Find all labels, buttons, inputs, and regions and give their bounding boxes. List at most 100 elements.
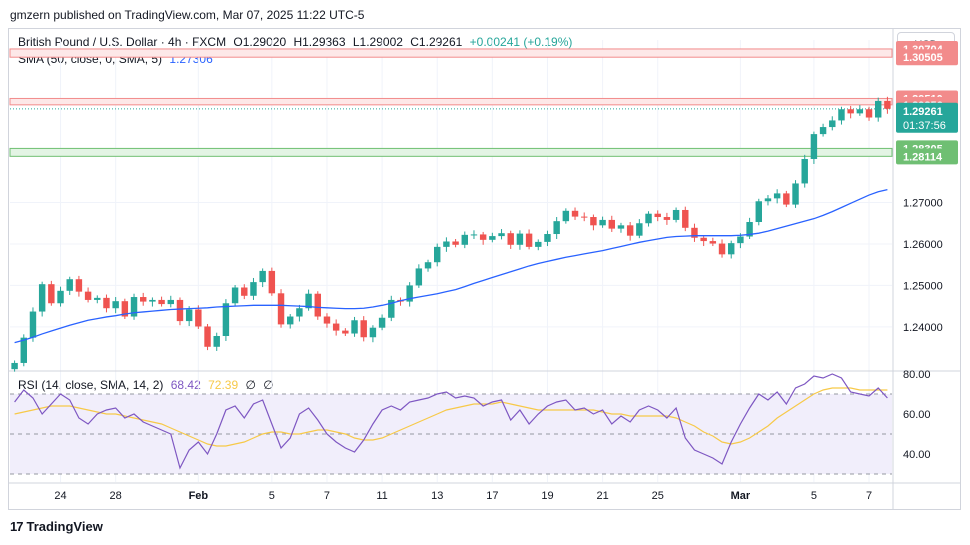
candle-body (250, 282, 257, 296)
candle-body (231, 287, 239, 304)
candle-body (489, 236, 496, 240)
rsi-panel (10, 373, 892, 475)
candle-body (185, 309, 193, 322)
rsi-tick-label: 60.00 (903, 409, 931, 421)
candle-body (94, 297, 101, 300)
resistance-zone-upper (9, 48, 893, 58)
candle-body (626, 225, 634, 236)
ohlc-low: L1.29002 (352, 35, 403, 49)
rsi-extra-2: ∅ (263, 378, 274, 392)
price-tick-label: 1.25000 (903, 280, 943, 292)
candle-body (516, 233, 524, 245)
time-tick-label: 21 (596, 490, 608, 502)
candle-body (599, 219, 606, 226)
price-label-text: 1.28114 (903, 151, 943, 163)
tv-logo-icon: 17 (10, 519, 24, 534)
candle-body (783, 193, 790, 205)
time-tick-label: 17 (486, 490, 498, 502)
publisher-line: gmzern published on TradingView.com, Mar… (10, 8, 365, 22)
candle-body (461, 234, 468, 245)
rsi-value: 68.42 (170, 378, 201, 392)
ohlc-open: O1.29020 (233, 35, 287, 49)
candle-body (204, 326, 211, 347)
candle-body (709, 241, 717, 244)
countdown-label: 01:37:56 (903, 120, 946, 132)
candle-body (590, 217, 597, 226)
key-levels (9, 48, 893, 157)
price-tick-label: 1.24000 (903, 322, 943, 334)
candle-body (213, 336, 220, 347)
rsi-tick-label: 80.00 (903, 369, 931, 381)
support-zone (9, 147, 893, 157)
candle-body (48, 284, 55, 304)
candle-body (241, 287, 248, 296)
time-axis: 24 28 Feb 5 7 11 13 17 19 21 25 Mar 5 7 (54, 490, 872, 502)
price-label-box (896, 49, 958, 66)
candle-body (415, 268, 423, 286)
time-tick-label: 13 (431, 490, 443, 502)
candle-body (856, 109, 864, 114)
resistance-zone-lower (9, 97, 893, 106)
candle-body (728, 243, 735, 255)
candle-body (29, 311, 37, 338)
candle-body (792, 183, 799, 205)
rsi-sma-line (14, 387, 888, 447)
candle-body (149, 299, 156, 302)
candle-body (746, 221, 753, 237)
candle-body (810, 134, 818, 159)
time-tick-label: Mar (731, 490, 751, 502)
candle-body (737, 236, 744, 244)
candle-body (443, 241, 450, 247)
candle-body (195, 309, 202, 327)
candle-body (829, 120, 836, 128)
time-tick-label: Feb (189, 490, 209, 502)
candle-body (718, 243, 726, 255)
price-label-box (896, 102, 958, 133)
symbol-legend: British Pound / U.S. Dollar · 4h · FXCM … (18, 35, 576, 49)
candle-body (819, 127, 827, 135)
candle-body (691, 227, 698, 238)
candle-body (525, 233, 533, 247)
time-tick-label: 19 (541, 490, 553, 502)
candlesticks (11, 96, 891, 372)
candle-body (498, 233, 505, 237)
candle-body (553, 221, 560, 235)
candle-body (434, 246, 441, 263)
candle-body (332, 323, 340, 331)
sma-50-line (14, 189, 888, 344)
candle-body (847, 109, 854, 114)
price-axis: 1.240001.250001.260001.270001.307041.305… (896, 40, 958, 461)
candle-body (764, 198, 772, 202)
rsi-label: RSI (14, close, SMA, 14, 2) (18, 378, 164, 392)
candle-body (636, 223, 643, 236)
candle-body (544, 234, 551, 242)
candle-body (507, 233, 514, 245)
time-tick-label: 25 (652, 490, 664, 502)
candle-body (672, 209, 680, 220)
price-label-text: 1.30505 (903, 52, 943, 64)
time-tick-label: 7 (866, 490, 872, 502)
price-label-text: 1.29261 (903, 106, 943, 118)
candle-body (66, 279, 73, 291)
candle-body (581, 216, 588, 218)
rsi-tick-label: 40.00 (903, 449, 931, 461)
sma-line (14, 189, 888, 344)
candle-body (112, 301, 119, 309)
candle-body (342, 330, 349, 334)
time-tick-label: 11 (376, 490, 387, 502)
candle-body (838, 109, 845, 121)
candle-body (296, 308, 303, 317)
time-tick-label: 7 (324, 490, 330, 502)
time-tick-label: 5 (811, 490, 817, 502)
chart-frame (8, 28, 961, 510)
candle-body (571, 210, 579, 217)
symbol-name: British Pound / U.S. Dollar · 4h · FXCM (18, 35, 227, 49)
candle-body (773, 193, 781, 199)
candle-body (103, 297, 110, 309)
tv-brand-text: TradingView (26, 519, 103, 534)
price-label-box (896, 148, 958, 165)
ohlc-high: H1.29363 (293, 35, 346, 49)
candle-body (222, 303, 230, 337)
tradingview-logo[interactable]: 17 TradingView (10, 519, 103, 534)
